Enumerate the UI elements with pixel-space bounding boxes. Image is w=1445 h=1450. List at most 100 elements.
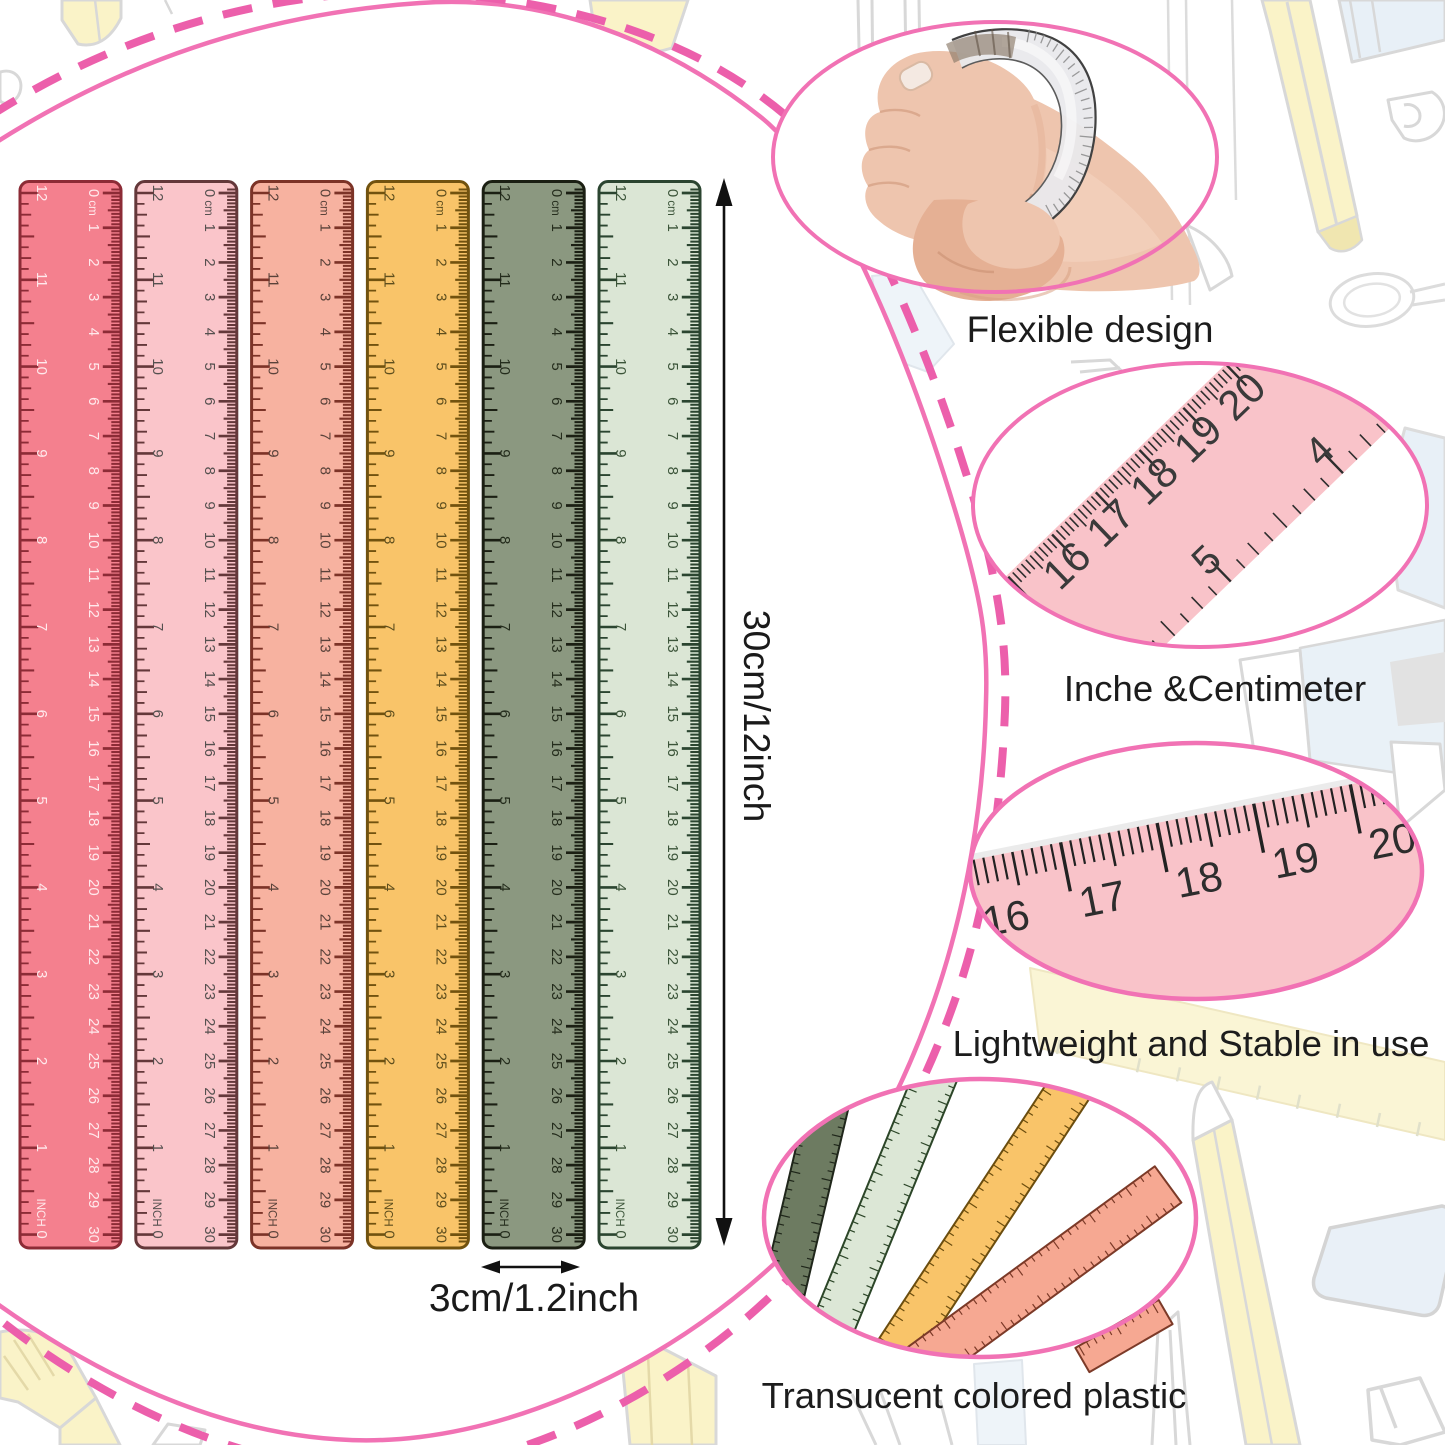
svg-text:3: 3 [85,293,102,301]
svg-text:18: 18 [432,810,449,827]
svg-text:18: 18 [317,810,334,827]
svg-text:2: 2 [265,1057,282,1065]
svg-text:1: 1 [317,224,334,232]
svg-text:Lightweight and Stable in use: Lightweight and Stable in use [953,1023,1430,1064]
svg-text:2: 2 [612,1057,629,1065]
svg-text:6: 6 [317,397,334,405]
svg-text:27: 27 [548,1122,565,1139]
svg-text:cm: cm [433,200,445,215]
svg-text:18: 18 [1171,852,1226,907]
svg-text:4: 4 [265,883,282,891]
svg-text:10: 10 [201,532,218,549]
svg-text:19: 19 [85,844,102,861]
svg-text:13: 13 [548,636,565,653]
svg-text:INCH: INCH [150,1199,162,1227]
svg-text:19: 19 [432,844,449,861]
svg-text:10: 10 [149,358,166,375]
svg-text:16: 16 [85,740,102,757]
svg-text:6: 6 [85,397,102,405]
svg-text:3: 3 [612,970,629,978]
svg-text:17: 17 [1075,871,1130,926]
svg-text:6: 6 [664,397,681,405]
svg-text:30: 30 [548,1226,565,1243]
svg-text:12: 12 [265,185,282,202]
svg-text:7: 7 [432,432,449,440]
svg-text:30: 30 [201,1226,218,1243]
svg-text:27: 27 [432,1122,449,1139]
svg-text:28: 28 [85,1157,102,1174]
svg-text:28: 28 [664,1157,681,1174]
svg-text:17: 17 [85,775,102,792]
svg-text:5: 5 [548,362,565,370]
svg-text:1: 1 [265,1144,282,1152]
svg-text:17: 17 [201,775,218,792]
svg-text:1: 1 [33,1144,50,1152]
svg-text:1: 1 [380,1144,397,1152]
svg-text:cm: cm [86,200,98,215]
svg-text:9: 9 [548,501,565,509]
svg-text:22: 22 [201,948,218,965]
svg-text:11: 11 [85,567,102,583]
svg-text:29: 29 [432,1192,449,1209]
svg-text:24: 24 [664,1018,681,1035]
svg-text:3: 3 [380,970,397,978]
svg-text:27: 27 [85,1122,102,1139]
svg-text:12: 12 [496,185,513,202]
svg-text:3: 3 [149,970,166,978]
svg-text:7: 7 [612,623,629,631]
svg-text:4: 4 [548,328,565,336]
svg-text:27: 27 [317,1122,334,1139]
svg-text:28: 28 [432,1157,449,1174]
svg-text:21: 21 [548,914,565,931]
svg-text:10: 10 [432,532,449,549]
svg-text:1: 1 [612,1144,629,1152]
svg-text:cm: cm [665,200,677,215]
svg-text:24: 24 [85,1018,102,1035]
svg-text:23: 23 [664,983,681,1000]
svg-text:12: 12 [380,185,397,202]
svg-text:7: 7 [548,432,565,440]
svg-text:3: 3 [432,293,449,301]
svg-text:2: 2 [85,258,102,266]
svg-text:5: 5 [85,362,102,370]
svg-text:28: 28 [317,1157,334,1174]
svg-text:8: 8 [664,467,681,475]
svg-text:0: 0 [149,1230,166,1238]
svg-text:22: 22 [85,948,102,965]
svg-text:9: 9 [496,449,513,457]
svg-text:7: 7 [380,623,397,631]
svg-text:17: 17 [317,775,334,792]
svg-text:18: 18 [85,810,102,827]
svg-text:9: 9 [612,449,629,457]
svg-text:19: 19 [201,844,218,861]
svg-text:21: 21 [432,914,449,931]
svg-text:30: 30 [664,1226,681,1243]
svg-text:4: 4 [380,883,397,891]
svg-text:8: 8 [612,536,629,544]
svg-text:10: 10 [380,358,397,375]
svg-text:0: 0 [664,189,681,197]
svg-text:12: 12 [201,601,218,618]
svg-text:15: 15 [664,705,681,722]
svg-text:10: 10 [664,532,681,549]
svg-text:0: 0 [548,189,565,197]
svg-text:25: 25 [201,1053,218,1070]
svg-text:3: 3 [265,970,282,978]
svg-text:4: 4 [432,328,449,336]
svg-text:11: 11 [201,567,218,583]
svg-text:30: 30 [432,1226,449,1243]
svg-text:20: 20 [85,879,102,896]
svg-text:10: 10 [548,532,565,549]
svg-text:0: 0 [201,189,218,197]
svg-text:23: 23 [548,983,565,1000]
svg-text:4: 4 [85,328,102,336]
svg-text:0: 0 [496,1230,513,1238]
svg-text:1: 1 [496,1144,513,1152]
svg-text:5: 5 [612,796,629,804]
svg-text:1: 1 [201,224,218,232]
svg-text:20: 20 [201,879,218,896]
svg-text:7: 7 [149,623,166,631]
svg-text:1: 1 [85,224,102,232]
svg-text:30: 30 [317,1226,334,1243]
svg-text:15: 15 [201,705,218,722]
